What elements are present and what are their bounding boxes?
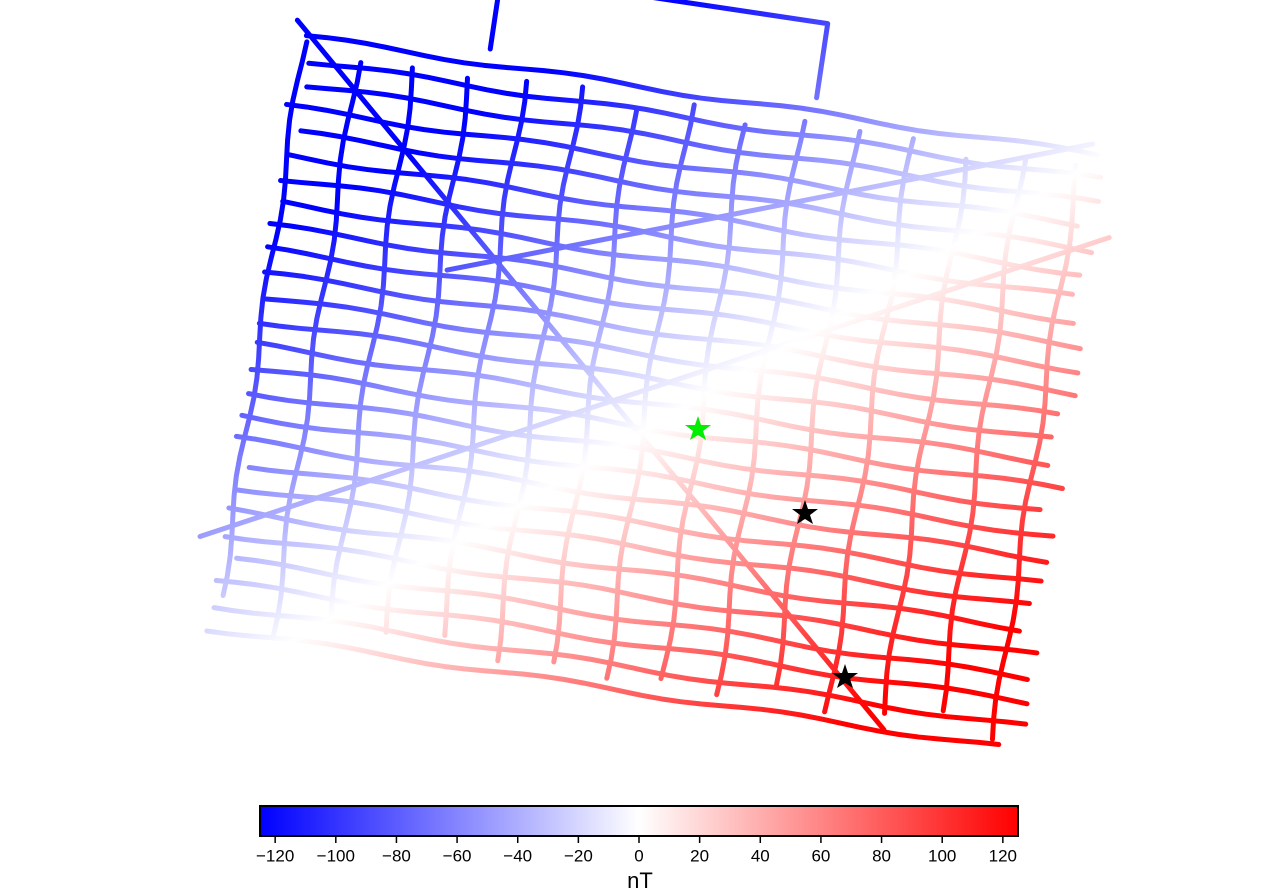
tick-label: 20 <box>690 846 709 865</box>
tick-label: −80 <box>382 846 411 865</box>
survey-line <box>444 141 1096 273</box>
survey-line <box>265 244 1081 376</box>
survey-line <box>213 577 1030 707</box>
colorbar-label: nT <box>627 868 653 892</box>
survey-line <box>204 628 1002 748</box>
survey-line <box>220 39 310 599</box>
survey-line <box>882 156 969 716</box>
black-star <box>832 664 858 688</box>
tick-label: 40 <box>751 846 770 865</box>
survey-line <box>226 505 1022 634</box>
survey-line <box>442 78 530 638</box>
colorbar <box>259 805 1019 837</box>
survey-line <box>940 154 1029 714</box>
survey-line <box>298 128 1095 256</box>
survey-line <box>303 33 1100 158</box>
tick-label: 80 <box>872 846 891 865</box>
tick-label: 100 <box>928 846 956 865</box>
tick-label: 0 <box>634 846 643 865</box>
survey-line <box>280 198 1076 326</box>
tick-label: −100 <box>317 846 355 865</box>
tick-label: −40 <box>503 846 532 865</box>
survey-line <box>234 555 1030 683</box>
survey-line <box>270 60 364 639</box>
survey-lines <box>197 0 1112 748</box>
tick-label: −20 <box>564 846 593 865</box>
tick-label: 120 <box>989 846 1017 865</box>
survey-line <box>714 118 808 698</box>
survey-line <box>222 534 1040 656</box>
survey-line <box>211 605 1029 727</box>
survey-line <box>383 75 470 635</box>
survey-line <box>234 487 1032 606</box>
black-star <box>792 500 818 524</box>
survey-line <box>254 339 1051 468</box>
survey-line <box>197 235 1112 539</box>
green-star <box>685 416 711 440</box>
survey-line <box>278 178 1075 297</box>
survey-line <box>822 136 916 715</box>
survey-line <box>294 17 887 733</box>
survey-line <box>773 128 863 688</box>
survey-line <box>263 296 1061 417</box>
survey-line <box>262 269 1078 399</box>
survey-line <box>246 391 1043 513</box>
survey-line <box>487 0 831 101</box>
survey-line <box>304 84 1102 204</box>
survey-line <box>239 412 1056 539</box>
survey-line <box>286 152 1083 278</box>
survey-line <box>328 65 415 625</box>
survey-line <box>989 162 1079 742</box>
survey-line <box>248 366 1065 492</box>
tick-label: 60 <box>811 846 830 865</box>
survey-line <box>495 84 586 664</box>
tick-label: −60 <box>443 846 472 865</box>
tick-label: −120 <box>256 846 294 865</box>
survey-line <box>267 220 1083 352</box>
survey-line <box>551 105 640 665</box>
survey-line <box>256 320 1054 440</box>
